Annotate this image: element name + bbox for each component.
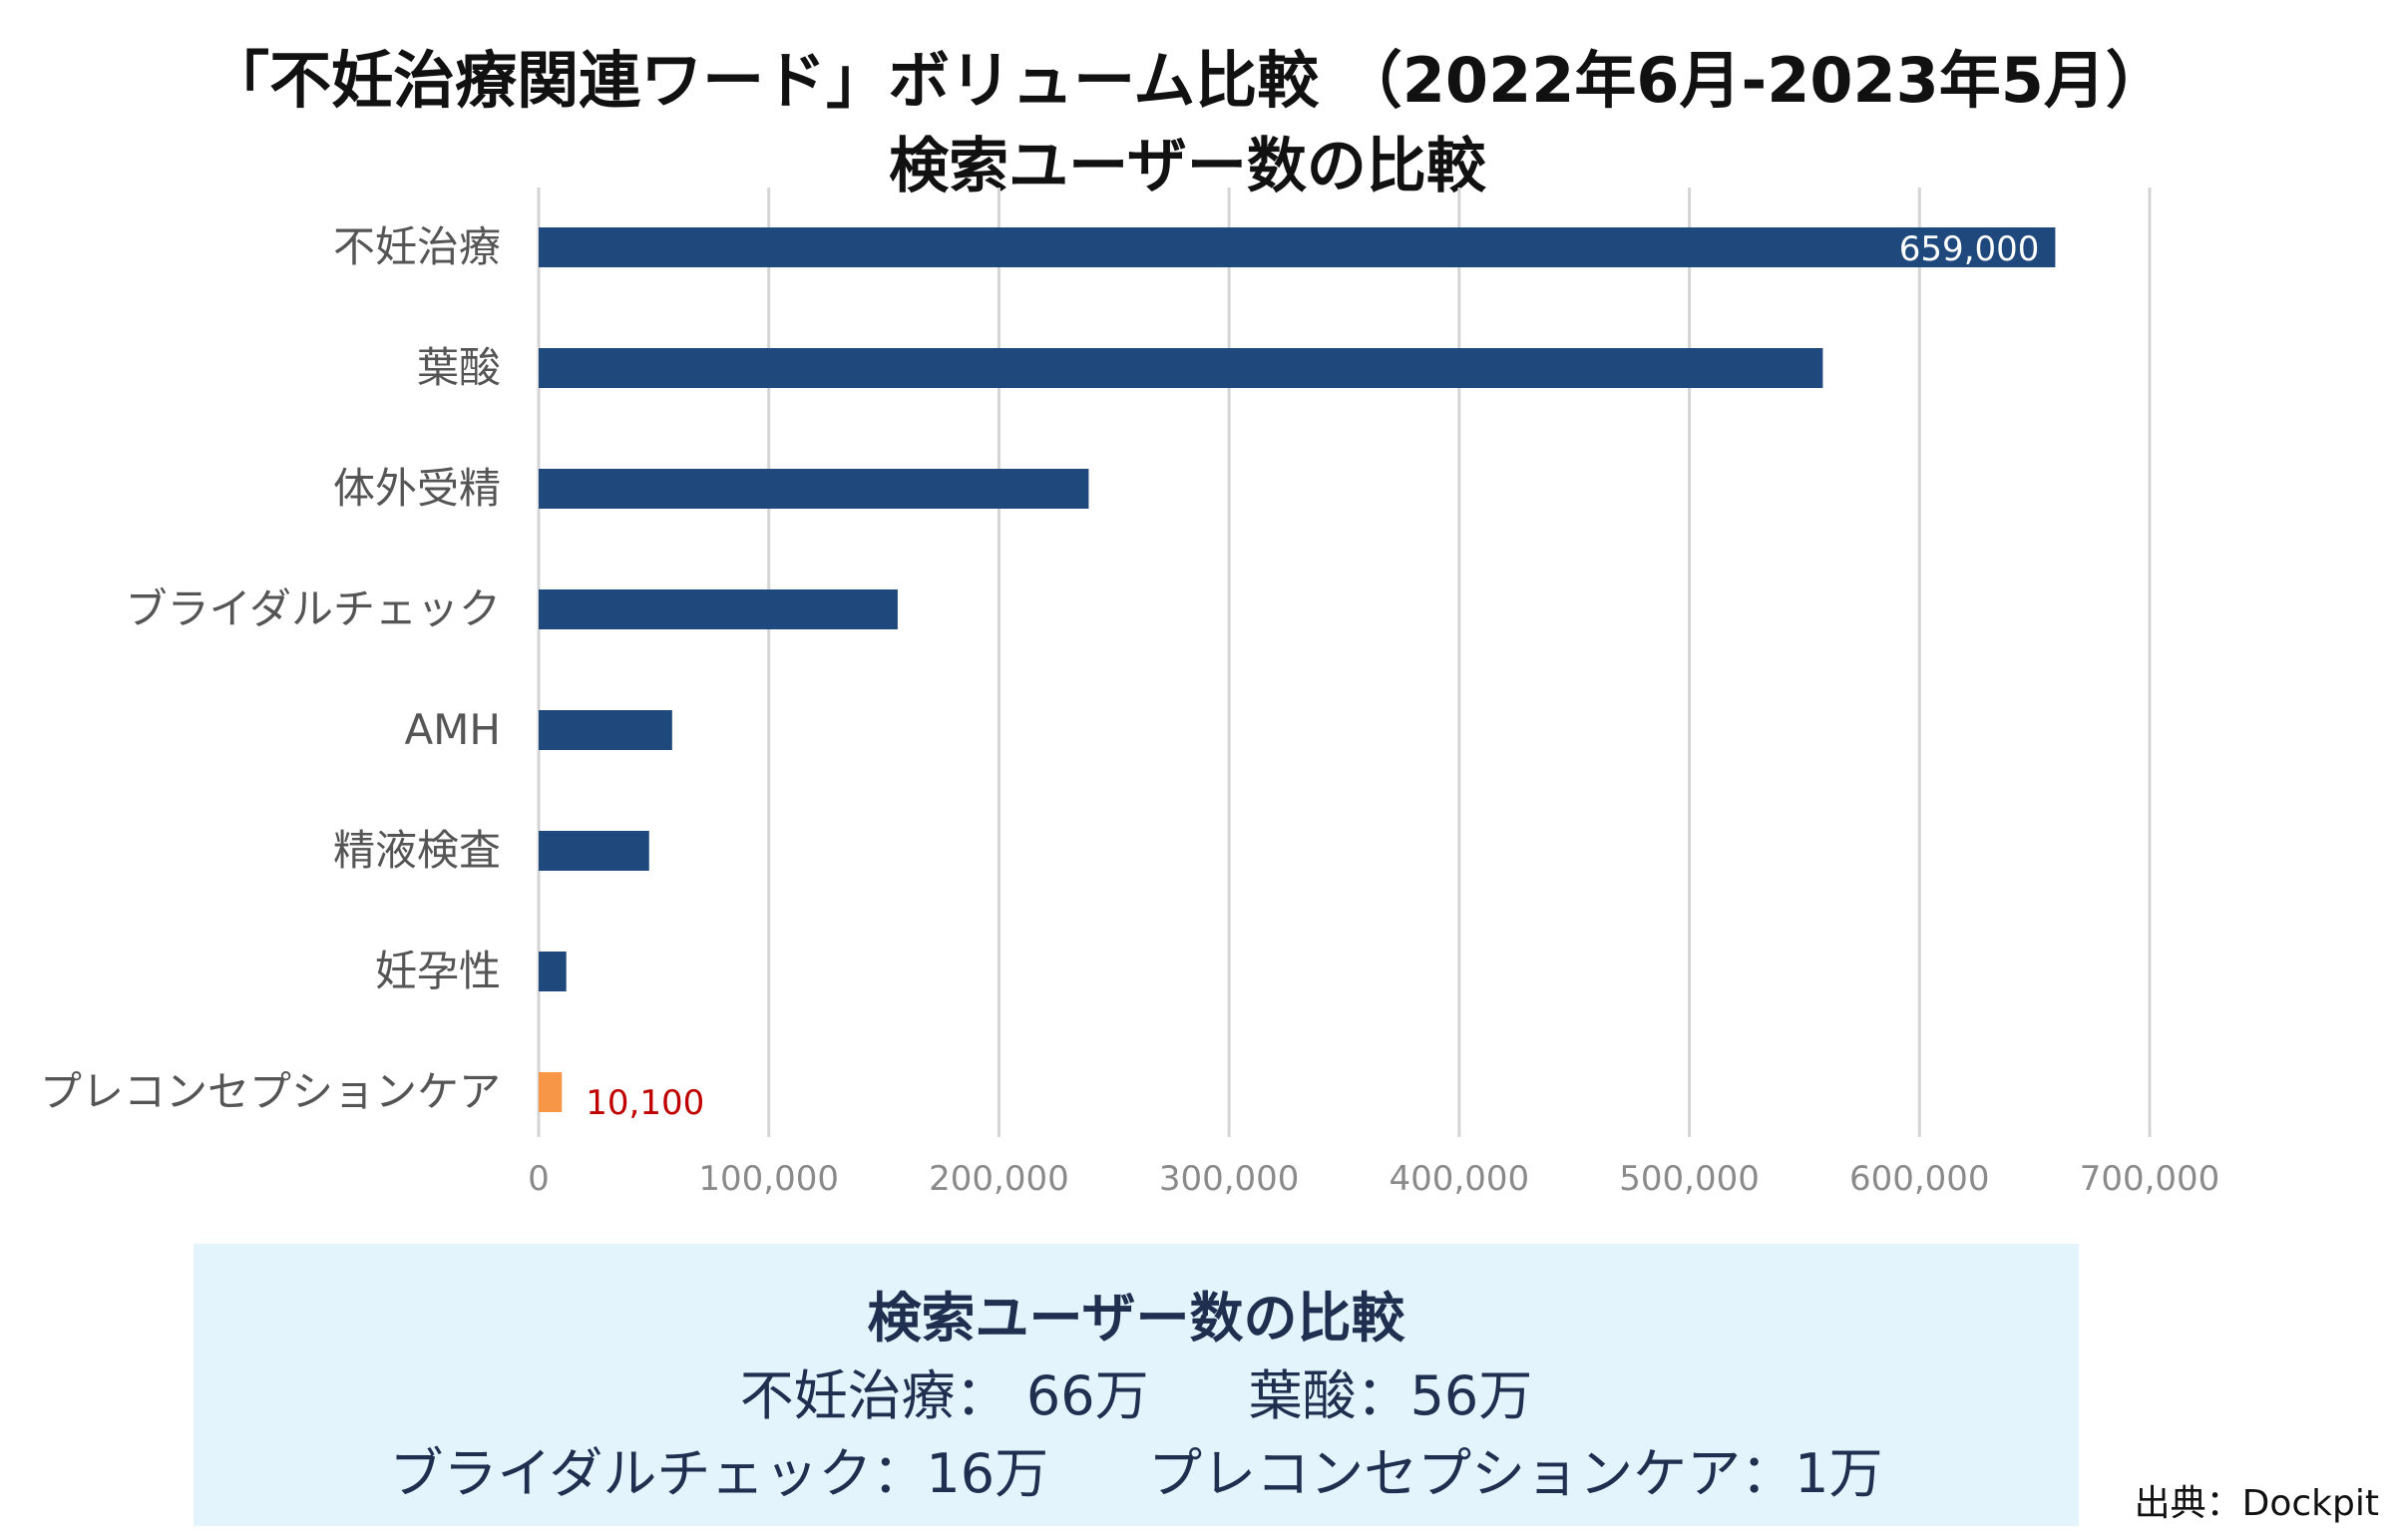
y-category-label: 妊孕性 (375, 947, 501, 995)
chart-subtitle: 検索ユーザー数の比較 (889, 132, 1486, 201)
data-label: 10,100 (586, 1083, 704, 1123)
x-tick-label: 300,000 (1159, 1159, 1300, 1199)
chart-title: 「不妊治療関連ワード」ボリューム比較 （2022年6月-2023年5月） (207, 44, 2168, 117)
y-category-label: 精液検査 (333, 826, 501, 875)
x-tick-label: 200,000 (929, 1159, 1069, 1199)
x-tick-label: 600,000 (1849, 1159, 1990, 1199)
y-category-label: 体外受精 (333, 464, 501, 513)
x-tick-label: 0 (528, 1159, 550, 1199)
bar-chart: 0 100,000 200,000 300,000 400,000 500,000 600,… (40, 188, 2220, 1199)
summary-title: 検索ユーザー数の比較 (867, 1287, 1405, 1349)
summary-item: 不妊治療： 66万 (739, 1364, 1149, 1427)
summary-item: プレコンセプションケア：1万 (1148, 1442, 1883, 1505)
data-label: 659,000 (1899, 229, 2040, 269)
x-tick-label: 400,000 (1390, 1159, 1530, 1199)
summary-item: 葉酸：56万 (1248, 1364, 1533, 1427)
summary-box: 検索ユーザー数の比較 不妊治療： 66万 葉酸：56万 ブライダルチェック：16万… (194, 1244, 2079, 1526)
x-tick-label: 100,000 (698, 1159, 839, 1199)
summary-row-2: ブライダルチェック：16万 プレコンセプションケア：1万 (194, 1429, 2079, 1508)
bar (539, 710, 672, 750)
summary-item: ブライダルチェック：16万 (389, 1442, 1049, 1505)
y-category-label: ブライダルチェック (126, 584, 501, 633)
summary-row-1: 不妊治療： 66万 葉酸：56万 (194, 1351, 2079, 1430)
y-category-label: 葉酸 (417, 343, 501, 392)
source-credit: 出典：Dockpit (2134, 1483, 2379, 1524)
x-tick-label: 500,000 (1619, 1159, 1760, 1199)
y-category-label: プレコンセプションケア (40, 1067, 501, 1116)
y-category-label: AMH (404, 705, 501, 754)
bar (539, 227, 2056, 267)
bar (539, 831, 649, 871)
bar (539, 1072, 563, 1112)
bar (539, 589, 898, 629)
bar (539, 469, 1089, 509)
x-tick-label: 700,000 (2080, 1159, 2220, 1199)
bar (539, 952, 567, 991)
bar (539, 348, 1823, 388)
y-category-label: 不妊治療 (333, 222, 501, 271)
